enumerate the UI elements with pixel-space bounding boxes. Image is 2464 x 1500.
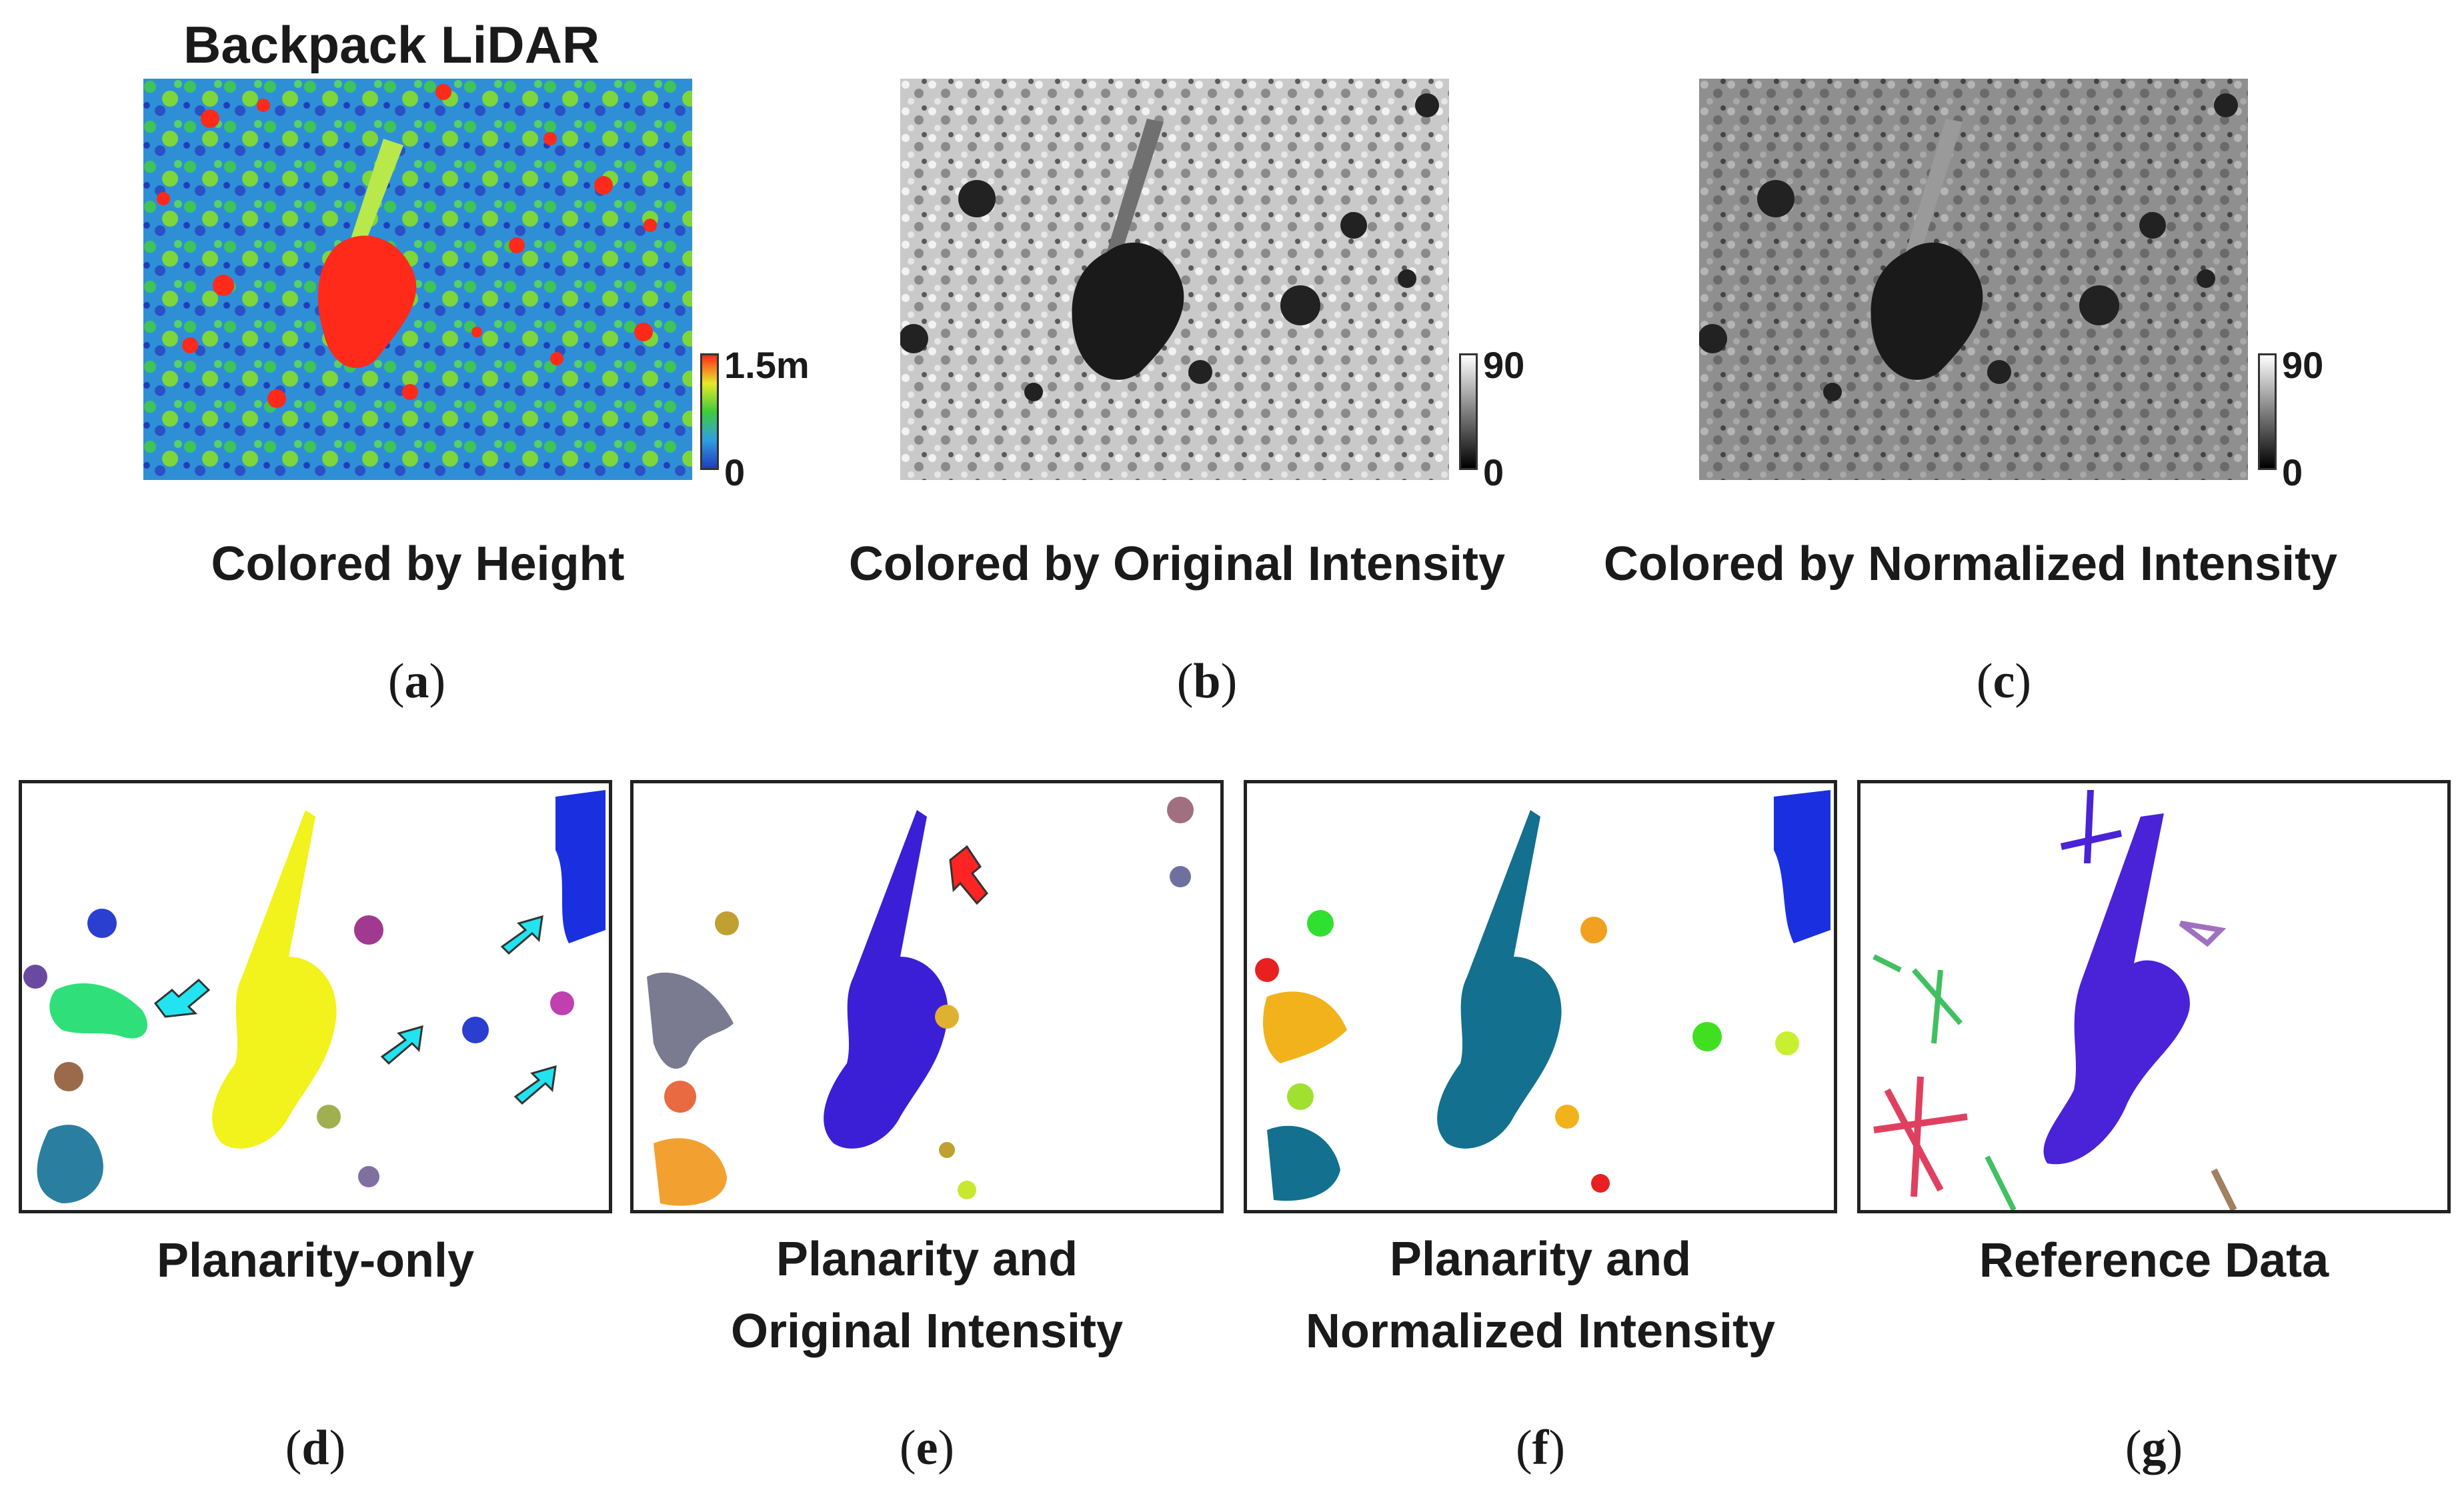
caption-e-line2: Original Intensity: [730, 1305, 1124, 1358]
height-map-svg: [143, 79, 692, 480]
subfig-label-d: (d): [285, 1421, 346, 1475]
red-arrow-icon: [949, 845, 988, 905]
caption-f-line2: Normalized Intensity: [1305, 1305, 1776, 1358]
original-colorbar: [1459, 353, 1478, 470]
caption-d: Planarity-only: [156, 1234, 475, 1287]
caption-g: Reference Data: [1979, 1234, 2329, 1287]
subfig-label-f: (f): [1516, 1421, 1565, 1475]
height-colorbar: [700, 353, 719, 470]
planarity-original-panel: [630, 780, 1224, 1213]
subfig-label-a: (a): [387, 654, 446, 709]
subfig-label-b: (b): [1176, 654, 1238, 709]
subfig-label-c: (c): [1976, 654, 2032, 709]
normalized-colorbar: [2258, 353, 2277, 470]
height-colorbar-min: 0: [724, 451, 746, 493]
caption-c: Colored by Normalized Intensity: [1603, 537, 2338, 591]
original-colorbar-max: 90: [1483, 344, 1525, 386]
caption-b: Colored by Original Intensity: [848, 537, 1506, 591]
subfig-label-g: (g): [2125, 1421, 2183, 1475]
caption-e: Planarity and Original Intensity: [630, 1223, 1224, 1367]
caption-f-line1: Planarity and: [1389, 1233, 1692, 1286]
cyan-arrow-icon: [380, 1025, 423, 1065]
planarity-only-panel: [19, 780, 612, 1213]
normalized-colorbar-min: 0: [2282, 451, 2303, 493]
caption-e-line1: Planarity and: [776, 1233, 1078, 1286]
original-intensity-image: [900, 79, 1449, 480]
height-colorbar-max: 1.5m: [724, 344, 810, 386]
cyan-arrow-group: [153, 915, 557, 1105]
cyan-arrow-icon: [513, 1065, 557, 1105]
reference-data-panel: [1857, 780, 2451, 1213]
planarity-normalized-panel: [1244, 780, 1837, 1213]
subfig-label-e: (e): [899, 1421, 955, 1475]
height-map-image: [143, 79, 692, 480]
normalized-colorbar-max: 90: [2282, 344, 2324, 386]
caption-f: Planarity and Normalized Intensity: [1244, 1223, 1837, 1367]
normalized-intensity-image: [1699, 79, 2248, 480]
original-colorbar-min: 0: [1483, 451, 1504, 493]
cyan-arrow-icon: [153, 978, 211, 1018]
figure-title: Backpack LiDAR: [183, 15, 600, 74]
cyan-arrow-icon: [500, 915, 543, 955]
caption-a: Colored by Height: [211, 537, 625, 591]
